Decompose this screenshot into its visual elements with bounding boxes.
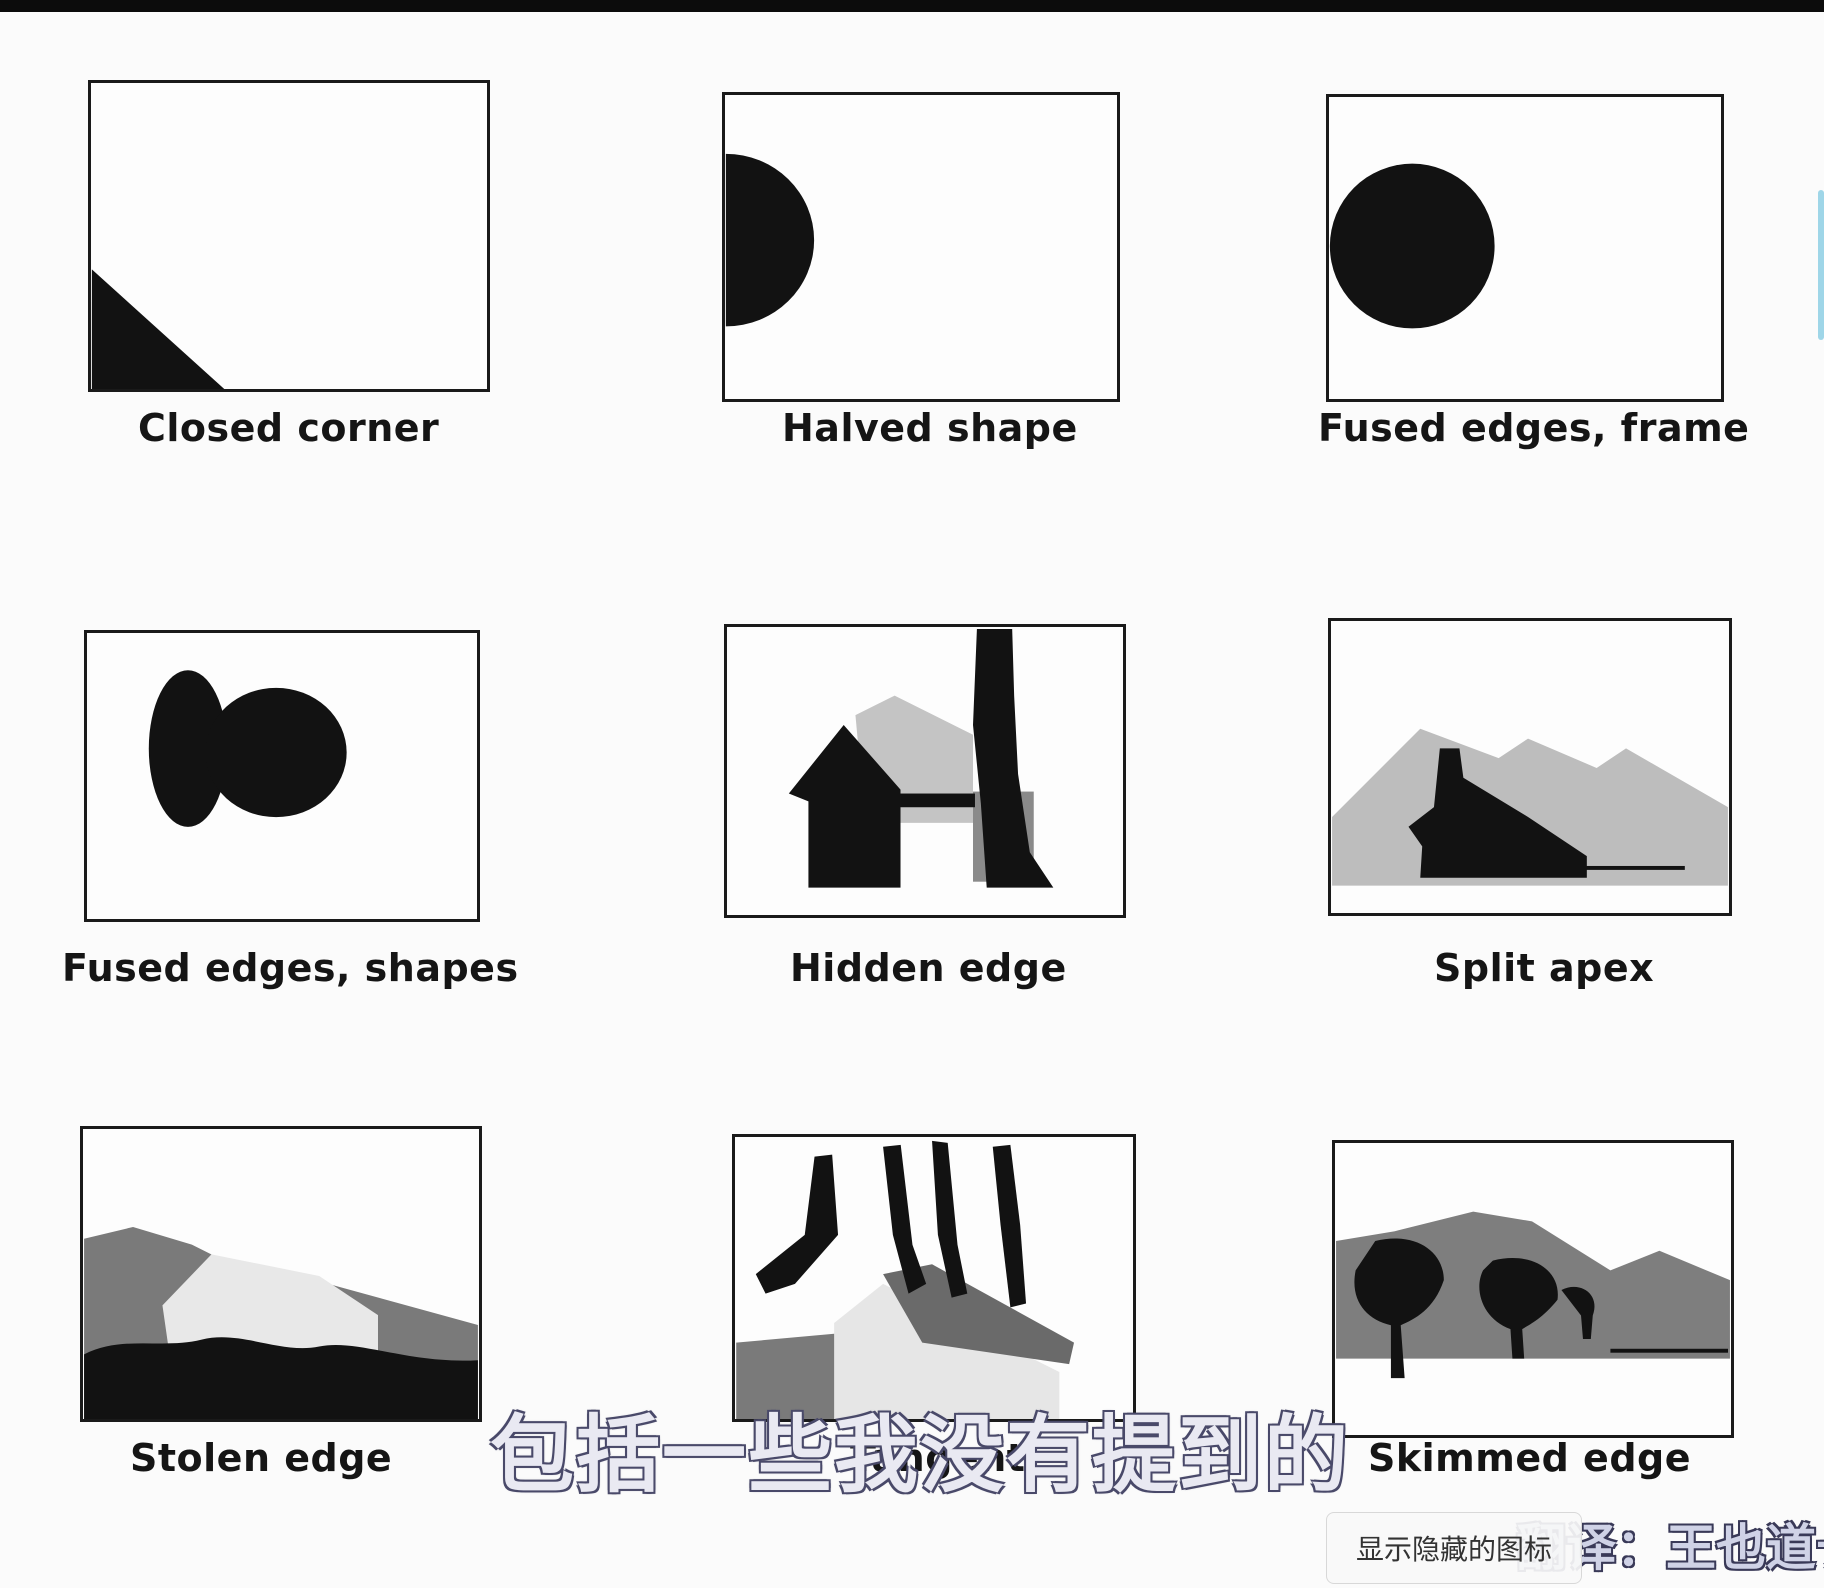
panel-split-apex: [1328, 618, 1732, 916]
top-bar: [0, 0, 1824, 12]
edge-highlight: [1818, 190, 1824, 340]
caption-skimmed-edge: Skimmed edge: [1368, 1436, 1692, 1480]
hidden-edge-illustration: [788, 628, 1054, 888]
panel-halved-shape: [722, 92, 1120, 402]
skimmed-edge-illustration: [1336, 1211, 1730, 1379]
panel-skimmed-edge: [1332, 1140, 1734, 1438]
caption-stolen-edge: Stolen edge: [130, 1436, 393, 1480]
caption-halved-shape: Halved shape: [782, 406, 1078, 450]
panel-hidden-edge: [724, 624, 1126, 918]
caption-closed-corner: Closed corner: [138, 406, 440, 450]
caption-fused-edges-shapes: Fused edges, shapes: [62, 946, 519, 990]
panel-tangent: [732, 1134, 1136, 1422]
panel-closed-corner: [88, 80, 490, 392]
stolen-edge-illustration: [84, 1226, 478, 1419]
caption-fused-edges-frame: Fused edges, frame: [1318, 406, 1750, 450]
split-apex-illustration: [1332, 728, 1728, 886]
caption-hidden-edge: Hidden edge: [790, 946, 1067, 990]
closed-corner-illustration: [91, 269, 225, 389]
panel-fused-edges-frame: [1326, 94, 1724, 402]
show-hidden-icons-tooltip[interactable]: 显示隐藏的图标: [1326, 1512, 1582, 1584]
caption-tangent: Tangent: [850, 1436, 1026, 1480]
fused-edges-frame-illustration: [1329, 163, 1495, 329]
fused-edges-shapes-illustration: [148, 670, 347, 827]
panel-stolen-edge: [80, 1126, 482, 1422]
tangent-illustration: [736, 1140, 1075, 1419]
caption-split-apex: Split apex: [1434, 946, 1655, 990]
panel-fused-edges-shapes: [84, 630, 480, 922]
video-subtitle: 包括一些我没有提到的: [490, 1406, 1351, 1504]
halved-shape-illustration: [725, 153, 815, 327]
